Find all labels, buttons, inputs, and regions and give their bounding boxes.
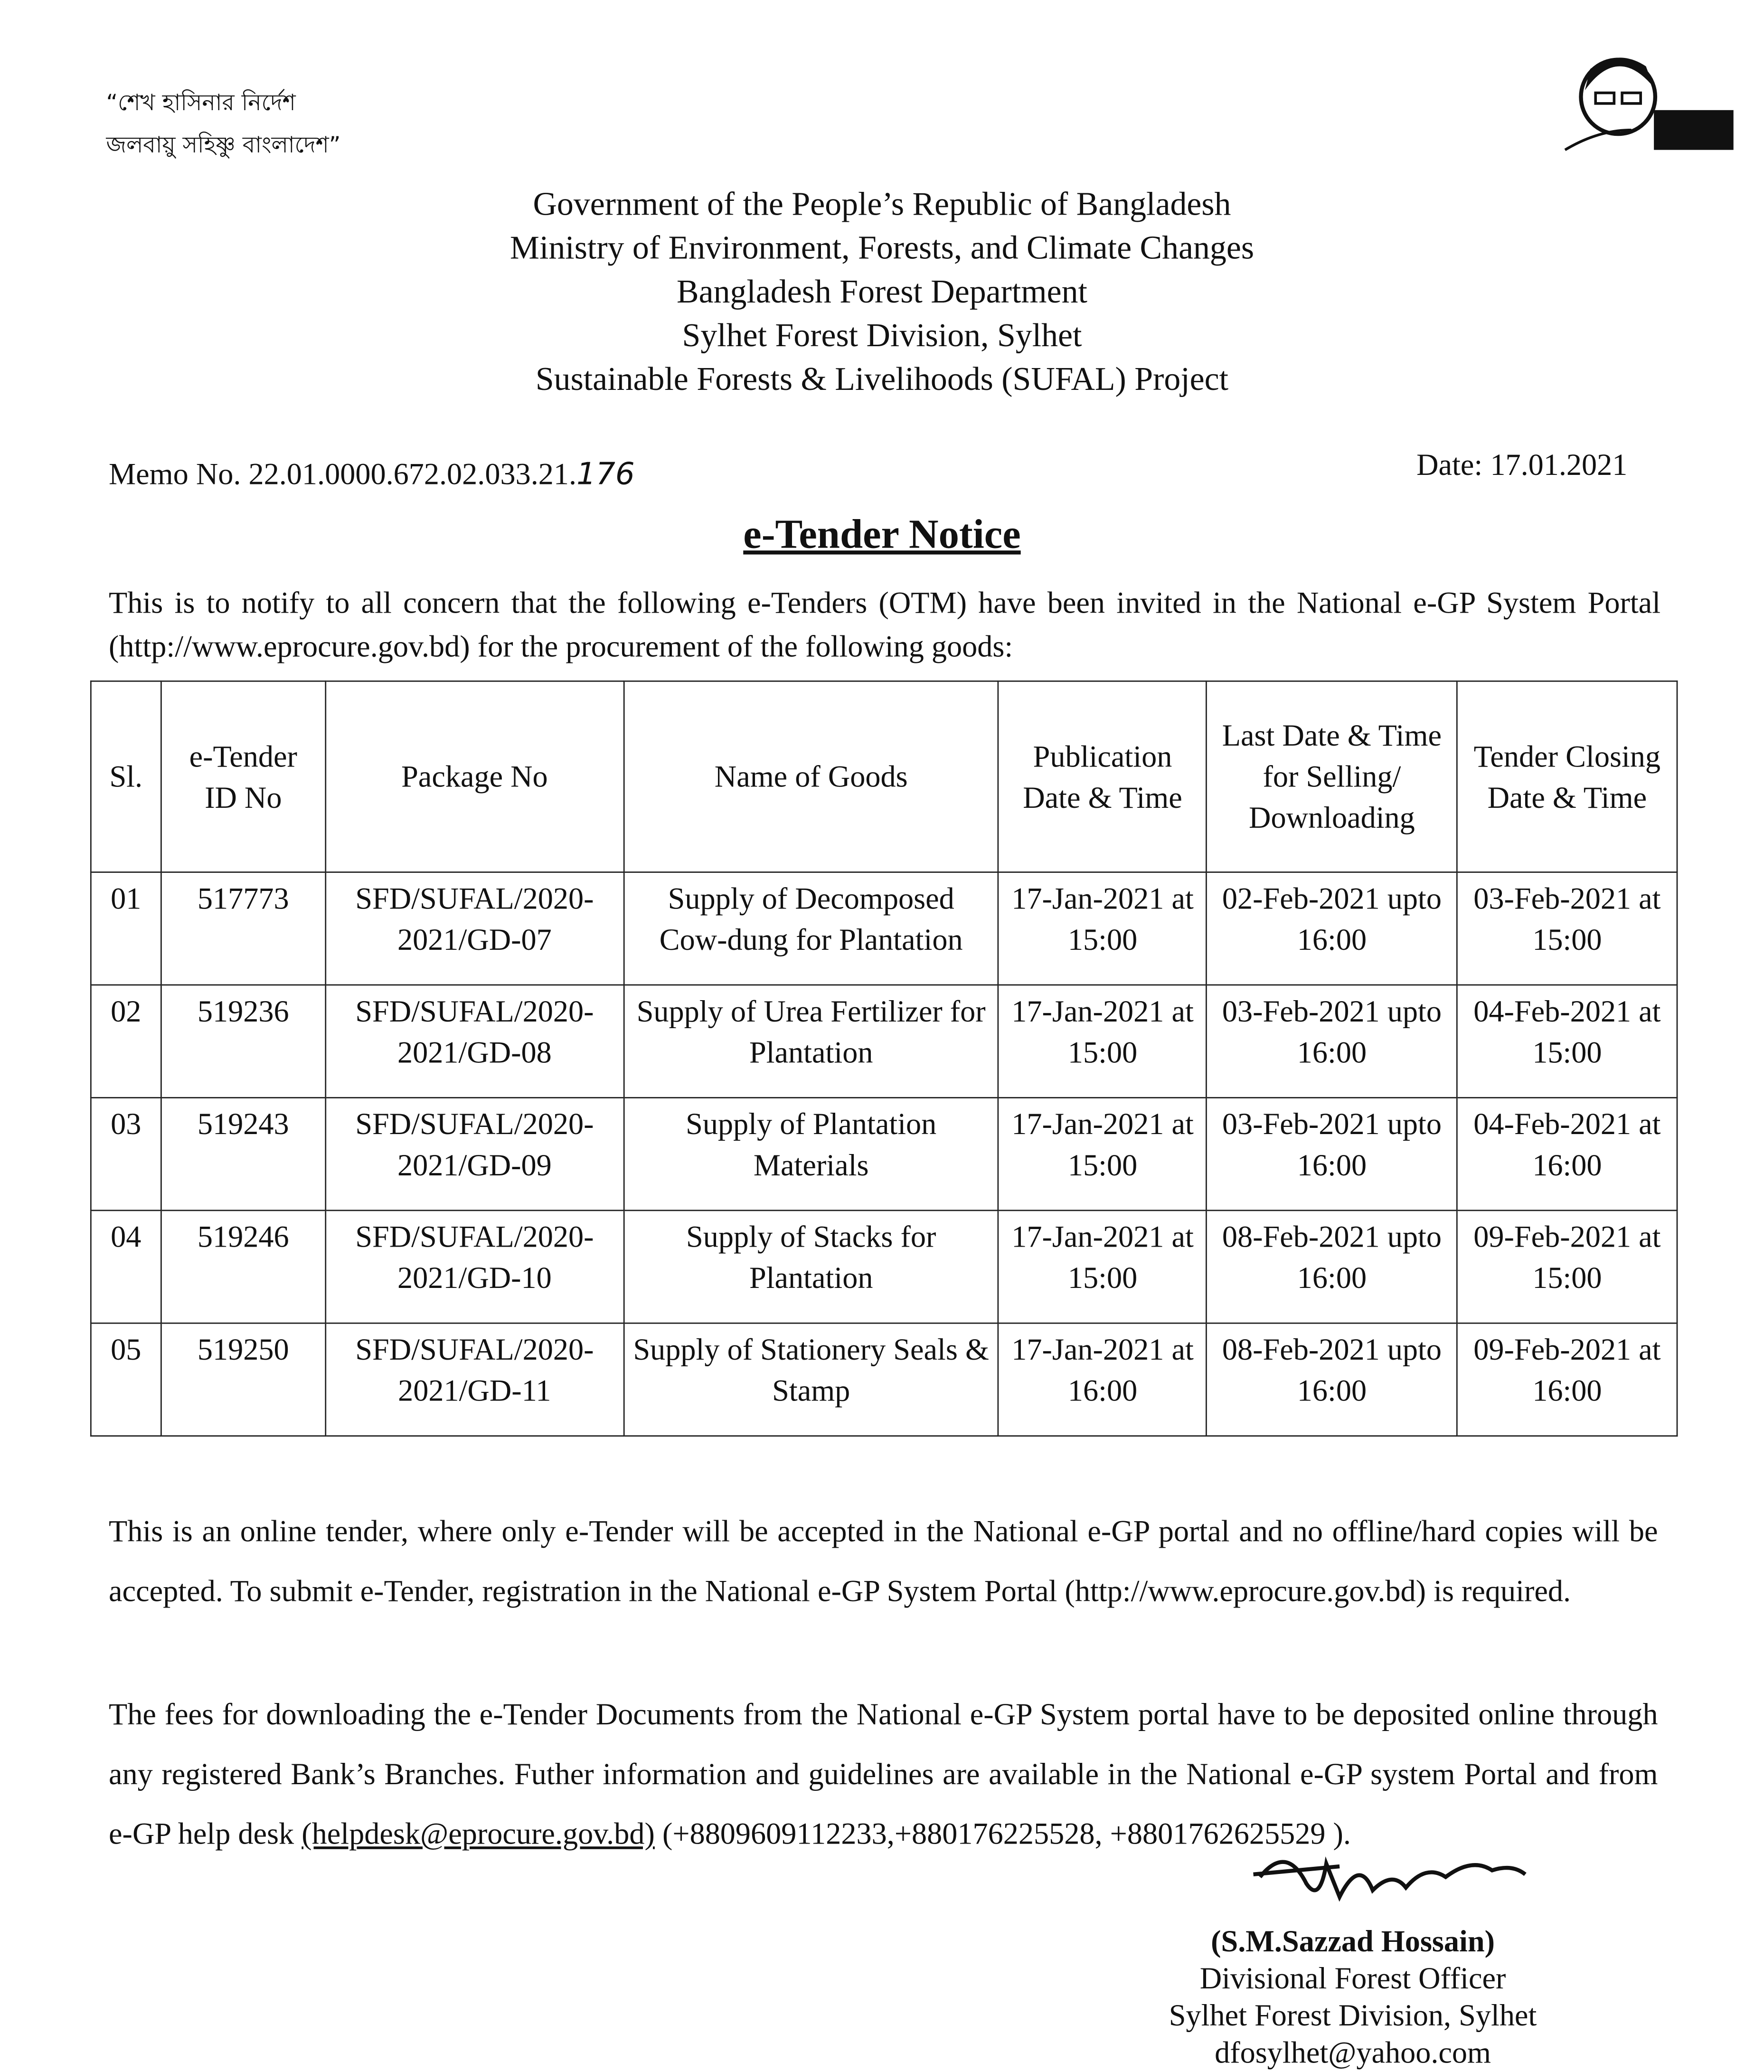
table-cell: 03-Feb-2021 at 15:00 bbox=[1456, 871, 1678, 986]
table-cell: 17-Jan-2021 at 15:00 bbox=[998, 1210, 1207, 1324]
signature-scribble bbox=[1253, 1856, 1527, 1902]
memo: Memo No. 22.01.0000.672.02.033.21.176 bbox=[109, 458, 635, 492]
memo-number: 176 bbox=[576, 457, 635, 492]
table-cell: 08-Feb-2021 upto 16:00 bbox=[1206, 1322, 1458, 1437]
table-row: 03 519243 SFD/SUFAL/2020-2021/GD-09 Supply … bbox=[90, 1097, 1678, 1211]
table-cell: 17-Jan-2021 at 16:00 bbox=[998, 1322, 1207, 1437]
table-cell: SFD/SUFAL/2020-2021/GD-11 bbox=[324, 1322, 624, 1437]
title: e-Tender Notice bbox=[743, 511, 1021, 558]
table-cell: Supply of Decomposed Cow-dung for Planta… bbox=[623, 871, 1000, 986]
table-cell: 03 bbox=[90, 1097, 162, 1211]
table-cell: 519243 bbox=[160, 1097, 326, 1211]
column-header: Tender Closing Date & Time bbox=[1456, 680, 1678, 873]
column-header: e-Tender ID No bbox=[160, 680, 326, 873]
signer-line: Sylhet Forest Division, Sylhet bbox=[1169, 1999, 1537, 2033]
table-row: 05 519250 SFD/SUFAL/2020-2021/GD-11 Supply … bbox=[90, 1322, 1678, 1437]
table-cell: 09-Feb-2021 at 15:00 bbox=[1456, 1210, 1678, 1324]
column-header: Sl. bbox=[90, 680, 162, 873]
table-body: 01 517773 SFD/SUFAL/2020-2021/GD-07 Supply … bbox=[90, 871, 1678, 1437]
table-cell: 519236 bbox=[160, 984, 326, 1098]
table-cell: SFD/SUFAL/2020-2021/GD-09 bbox=[324, 1097, 624, 1211]
table-cell: 02 bbox=[90, 984, 162, 1098]
signer-line: Divisional Forest Officer bbox=[1199, 1962, 1506, 1995]
table-cell: SFD/SUFAL/2020-2021/GD-07 bbox=[324, 871, 624, 986]
header-line: Bangladesh Forest Department bbox=[677, 274, 1087, 311]
header: Government of the People’s Republic of B… bbox=[0, 183, 1764, 402]
table-row: 04 519246 SFD/SUFAL/2020-2021/GD-10 Supply … bbox=[90, 1210, 1678, 1324]
date: Date: 17.01.2021 bbox=[1416, 448, 1628, 482]
slogan-line: জলবায়ু সহিষ্ণু বাংলাদেশ” bbox=[106, 132, 341, 160]
text: (+8809609112233,+880176225528, +88017626… bbox=[654, 1817, 1351, 1851]
column-header: Last Date & Time for Selling/ Downloadin… bbox=[1206, 680, 1458, 873]
paragraph: This is an online tender, where only e-T… bbox=[109, 1514, 1658, 1608]
table-cell: Supply of Plantation Materials bbox=[623, 1097, 1000, 1211]
table-cell: 03-Feb-2021 upto 16:00 bbox=[1206, 1097, 1458, 1211]
table-cell: 03-Feb-2021 upto 16:00 bbox=[1206, 984, 1458, 1098]
slogan: “শেখ হাসিনার নির্দেশ জলবায়ু সহিষ্ণু বাং… bbox=[106, 82, 340, 167]
memo-prefix: Memo No. 22.01.0000.672.02.033.21. bbox=[109, 457, 577, 491]
table-cell: 05 bbox=[90, 1322, 162, 1437]
header-line: Sustainable Forests & Livelihoods (SUFAL… bbox=[535, 362, 1229, 398]
table-cell: 519246 bbox=[160, 1210, 326, 1324]
column-header: Package No bbox=[324, 680, 624, 873]
table-cell: Supply of Urea Fertilizer for Plantation bbox=[623, 984, 1000, 1098]
header-row: Sl. e-Tender ID No Package No Name of Goods… bbox=[90, 680, 1678, 873]
table-row: 02 519236 SFD/SUFAL/2020-2021/GD-08 Supply … bbox=[90, 984, 1678, 1098]
table-cell: Supply of Stacks for Plantation bbox=[623, 1210, 1000, 1324]
paragraph: The fees for downloading the e-Tender Do… bbox=[109, 1684, 1658, 1864]
table-cell: SFD/SUFAL/2020-2021/GD-08 bbox=[324, 984, 624, 1098]
table-cell: 17-Jan-2021 at 15:00 bbox=[998, 871, 1207, 986]
table-cell: 08-Feb-2021 upto 16:00 bbox=[1206, 1210, 1458, 1324]
table-cell: 09-Feb-2021 at 16:00 bbox=[1456, 1322, 1678, 1437]
table-row: 01 517773 SFD/SUFAL/2020-2021/GD-07 Supply … bbox=[90, 871, 1678, 986]
signature: (S.M.Sazzad Hossain) Divisional Forest O… bbox=[1127, 1923, 1578, 2072]
table-cell: 04-Feb-2021 at 16:00 bbox=[1456, 1097, 1678, 1211]
header-line: Government of the People’s Republic of B… bbox=[533, 187, 1231, 223]
email: (helpdesk@eprocure.gov.bd) bbox=[302, 1817, 655, 1851]
slogan-line: “শেখ হাসিনার নির্দেশ bbox=[106, 90, 296, 117]
table-cell: 01 bbox=[90, 871, 162, 986]
table-cell: 517773 bbox=[160, 871, 326, 986]
header-line: Sylhet Forest Division, Sylhet bbox=[682, 318, 1082, 354]
table-cell: Supply of Stationery Seals & Stamp bbox=[623, 1322, 1000, 1437]
logo bbox=[1564, 57, 1734, 151]
text: The fees for downloading the e-Tender Do… bbox=[109, 1698, 1658, 1851]
table-cell: 519250 bbox=[160, 1322, 326, 1437]
intro: This is to notify to all concern that th… bbox=[109, 586, 1661, 663]
table-cell: SFD/SUFAL/2020-2021/GD-10 bbox=[324, 1210, 624, 1324]
table-cell: 17-Jan-2021 at 15:00 bbox=[998, 984, 1207, 1098]
table-cell: 04-Feb-2021 at 15:00 bbox=[1456, 984, 1678, 1098]
table-cell: 17-Jan-2021 at 15:00 bbox=[998, 1097, 1207, 1211]
tender-table: Sl. e-Tender ID No Package No Name of Goods… bbox=[90, 680, 1678, 1437]
column-header: Name of Goods bbox=[623, 680, 1000, 873]
signer-name: (S.M.Sazzad Hossain) bbox=[1211, 1924, 1495, 1958]
table-cell: 02-Feb-2021 upto 16:00 bbox=[1206, 871, 1458, 986]
table-cell: 04 bbox=[90, 1210, 162, 1324]
signer-line: dfosylhet@yahoo.com bbox=[1215, 2036, 1491, 2070]
header-line: Ministry of Environment, Forests, and Cl… bbox=[509, 231, 1255, 267]
column-header: Publication Date & Time bbox=[998, 680, 1207, 873]
